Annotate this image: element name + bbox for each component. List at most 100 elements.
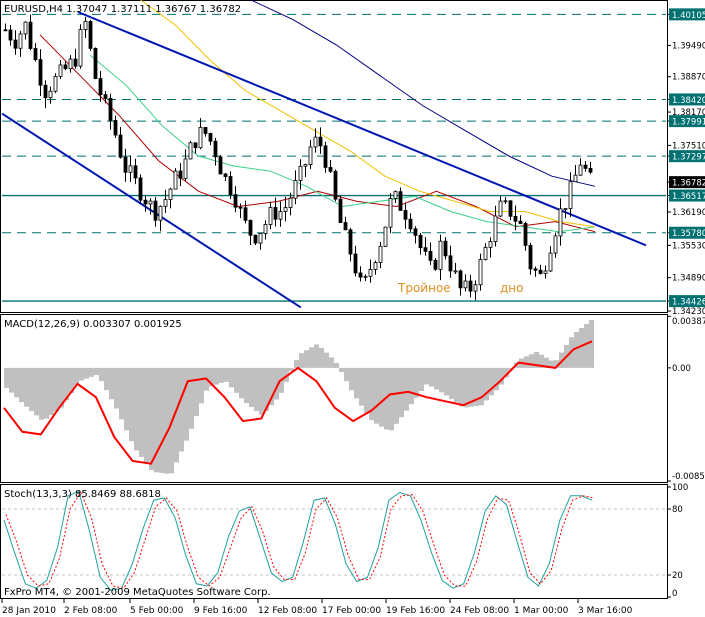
- candle-body: [283, 207, 288, 212]
- candle-body: [88, 20, 93, 49]
- candle-body: [133, 165, 138, 179]
- macd-bar: [79, 367, 84, 381]
- macd-bar: [364, 367, 369, 413]
- macd-bar: [394, 367, 399, 424]
- candle-body: [533, 268, 538, 271]
- macd-bar: [284, 367, 289, 382]
- macd-bar: [309, 347, 314, 368]
- macd-bar: [214, 367, 219, 385]
- macd-bar: [219, 367, 224, 383]
- price-tag: [669, 295, 705, 308]
- macd-bar: [224, 367, 229, 382]
- macd-bar: [529, 354, 534, 368]
- candle-body: [488, 241, 493, 248]
- macd-panel-header: MACD(12,26,9) 0.003307 0.001925: [4, 319, 182, 330]
- candle-body: [353, 253, 358, 274]
- stoch-tick-label: 20: [672, 571, 683, 581]
- macd-bar: [184, 367, 189, 441]
- price-tick-label: 1.38870: [672, 73, 705, 83]
- candle-body: [443, 240, 448, 257]
- candle-body: [68, 58, 73, 70]
- candle-body: [428, 250, 433, 261]
- time-tick-label: 1 Mar 00:00: [514, 606, 569, 616]
- copyright: FxPro MT4, © 2001-2009 MetaQuotes Softwa…: [4, 587, 271, 598]
- price-tag-label: 1.37991: [672, 118, 705, 128]
- candle-body: [193, 142, 198, 149]
- macd-bar: [389, 367, 394, 431]
- macd-bar: [489, 367, 494, 396]
- candle-body: [433, 259, 438, 270]
- macd-bar: [84, 367, 89, 379]
- horizontal-levels: [2, 13, 666, 302]
- candle-body: [78, 29, 83, 67]
- stoch-main: [3, 490, 593, 591]
- macd-bar: [149, 367, 154, 471]
- price-tag: [669, 226, 705, 239]
- candle-body: [583, 164, 588, 169]
- macd-bar: [64, 367, 69, 401]
- candle-body: [23, 21, 28, 35]
- candle-body: [18, 33, 23, 49]
- candle-body: [518, 220, 523, 224]
- macd-bar: [139, 367, 144, 457]
- macd-bar: [104, 367, 109, 391]
- macd-signal: [3, 340, 593, 465]
- price-tick-label: 1.38170: [672, 108, 705, 118]
- candle-body: [238, 206, 243, 209]
- price-tag: [669, 150, 705, 163]
- candle-body: [508, 200, 513, 217]
- candle-body: [383, 226, 388, 247]
- candle-body: [538, 269, 543, 274]
- macd-bar: [209, 367, 214, 387]
- macd-bar: [24, 367, 29, 407]
- candle-body: [178, 170, 183, 179]
- macd-bar: [289, 367, 294, 371]
- stoch-tick-label: 0: [672, 589, 677, 599]
- stoch-axis: 100 80 20 0: [667, 483, 688, 599]
- stoch-panel-frame: [0, 484, 668, 599]
- macd-bar: [334, 362, 339, 368]
- candle-body: [398, 191, 403, 211]
- macd-bar: [19, 367, 24, 403]
- candle-body: [333, 170, 338, 200]
- candle-body: [513, 215, 518, 222]
- candle-body: [418, 234, 423, 249]
- macd-bar: [34, 367, 39, 416]
- macd-bar: [114, 367, 119, 409]
- candle-body: [553, 235, 558, 254]
- macd-bar: [414, 367, 419, 398]
- candle-body: [588, 168, 593, 173]
- candle-body: [53, 75, 58, 92]
- macd-bar: [494, 367, 499, 391]
- macd-bar: [229, 367, 234, 388]
- price-tag: [669, 176, 705, 189]
- candle-body: [248, 219, 253, 236]
- candle-body: [218, 156, 223, 175]
- price-tick-label: 1.35530: [672, 241, 705, 251]
- candle-body: [228, 176, 233, 195]
- candle-body: [188, 142, 193, 160]
- candle-body: [313, 136, 318, 148]
- candle-body: [453, 270, 458, 273]
- ma-navy: [249, 0, 596, 187]
- candle-body: [58, 64, 63, 77]
- candle-body: [368, 268, 373, 277]
- candle-body: [33, 48, 38, 61]
- price-tick-label: 1.37510: [672, 141, 705, 151]
- macd-bar: [449, 367, 454, 400]
- candle-body: [208, 133, 213, 142]
- macd-tick-label: 0.003877: [672, 317, 705, 327]
- macd-bar: [374, 367, 379, 424]
- candle-body: [83, 20, 88, 30]
- candle-body: [373, 262, 378, 270]
- candle-body: [203, 127, 208, 134]
- macd-bar: [259, 367, 264, 416]
- macd-bar: [574, 332, 579, 368]
- candle-body: [358, 272, 363, 278]
- candle-body: [328, 166, 333, 172]
- candle-body: [343, 222, 348, 231]
- candle-body: [473, 284, 478, 292]
- price-tag-label: 1.36517: [672, 192, 705, 202]
- candle-body: [458, 270, 463, 289]
- candle-body: [348, 229, 353, 255]
